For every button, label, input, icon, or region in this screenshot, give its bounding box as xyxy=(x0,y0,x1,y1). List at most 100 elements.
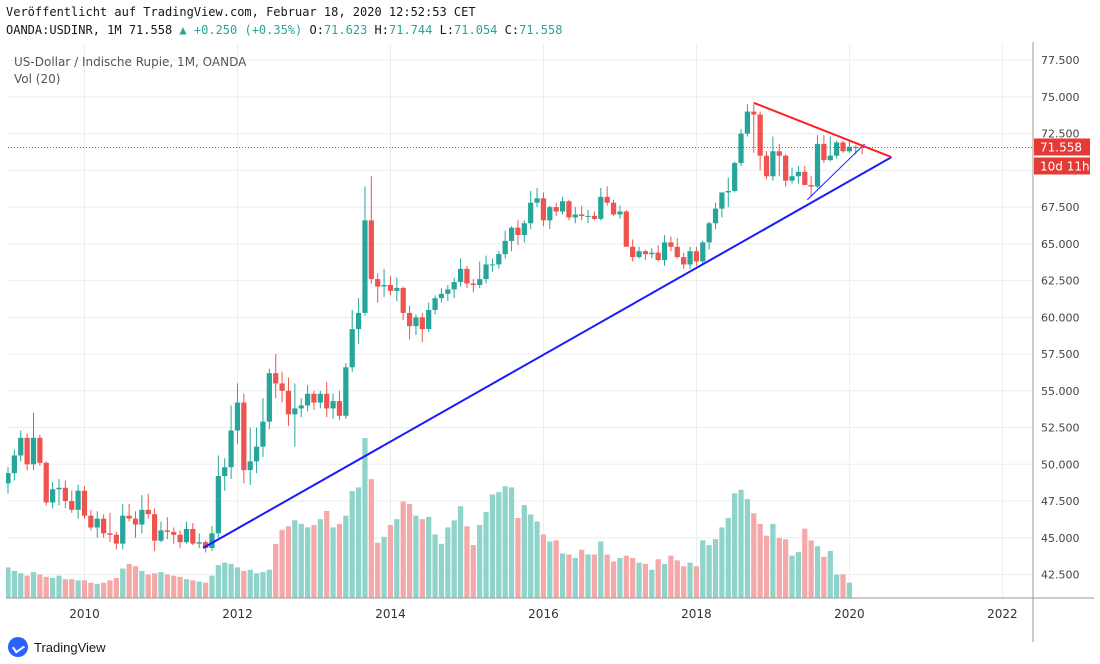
candlestick-chart[interactable]: 42.500 45.000 47.500 50.000 52.500 55.000 57.5… xyxy=(5,42,1094,642)
candle-body xyxy=(540,198,547,221)
candle-body xyxy=(419,317,425,330)
candle-body xyxy=(215,476,221,534)
volume-bar xyxy=(88,582,94,598)
volume-bar xyxy=(171,575,177,598)
candle-body xyxy=(355,312,362,330)
volume-bar xyxy=(681,566,687,598)
candle-body xyxy=(266,373,272,422)
candle-body xyxy=(732,163,738,191)
candle-body xyxy=(783,155,789,181)
candle-body xyxy=(400,287,406,313)
volume-bar xyxy=(451,520,457,598)
volume-bar xyxy=(502,486,508,598)
trendlines[interactable] xyxy=(202,101,892,549)
volume-bar xyxy=(534,521,540,598)
open-value: 71.623 xyxy=(323,23,368,37)
volume-bar xyxy=(183,579,190,598)
candle-body xyxy=(18,437,24,456)
y-tick-label: 55.000 xyxy=(1041,385,1080,398)
candle-body xyxy=(56,487,62,490)
candles xyxy=(5,104,865,553)
volume-bar xyxy=(661,563,668,598)
candle-body xyxy=(151,514,158,541)
candle-body xyxy=(846,146,852,152)
candle-body xyxy=(177,534,183,543)
last-price: 71.558 xyxy=(128,23,173,37)
candle-body xyxy=(336,401,343,416)
footer-brand[interactable]: TradingView xyxy=(8,636,106,658)
volume-bar xyxy=(770,523,776,598)
chart-area[interactable]: 42.500 45.000 47.500 50.000 52.500 55.000 57.5… xyxy=(5,42,1094,642)
volume-bar xyxy=(362,438,368,598)
legend-volume: Vol (20) xyxy=(14,72,60,86)
volume-bar xyxy=(5,567,11,598)
volume-bar xyxy=(50,578,56,598)
candle-body xyxy=(457,268,464,283)
volume-bar xyxy=(528,514,534,598)
candle-body xyxy=(406,312,413,327)
y-tick-label: 60.000 xyxy=(1041,311,1080,324)
axes: 42.500 45.000 47.500 50.000 52.500 55.000 57.5… xyxy=(6,42,1094,642)
volume-bar xyxy=(343,515,349,598)
candle-body xyxy=(496,254,502,265)
candle-body xyxy=(120,515,126,544)
candle-body xyxy=(247,461,253,471)
candle-body xyxy=(483,264,489,280)
candle-body xyxy=(821,143,827,161)
candle-body xyxy=(859,146,865,148)
candle-body xyxy=(751,111,757,115)
volume-bar xyxy=(381,536,387,598)
candle-body xyxy=(559,201,566,212)
volume-bar xyxy=(336,523,343,598)
candle-body xyxy=(88,515,94,528)
volume-bar xyxy=(426,516,432,598)
candle-body xyxy=(572,214,578,218)
price-tag-bg xyxy=(1034,138,1090,156)
candle-body xyxy=(298,405,304,409)
candle-body xyxy=(222,467,228,477)
candle-body xyxy=(464,268,470,284)
candle-body xyxy=(706,223,712,243)
candle-body xyxy=(375,279,381,287)
candle-body xyxy=(687,251,693,265)
volume-bar xyxy=(610,561,617,598)
candle-body xyxy=(368,220,374,280)
price-tag-label: 71.558 xyxy=(1040,140,1082,154)
volume-bar xyxy=(75,580,81,598)
high-label: H: xyxy=(374,23,389,37)
volume-bar xyxy=(655,559,661,598)
candle-body xyxy=(636,251,642,258)
candle-body xyxy=(470,283,476,285)
symbol-label[interactable]: OANDA:USDINR, 1M xyxy=(6,23,122,37)
candle-body xyxy=(502,240,508,255)
volume-bar xyxy=(834,574,840,598)
candle-body xyxy=(451,282,457,290)
volume-bar xyxy=(100,582,107,598)
candle-body xyxy=(566,201,572,218)
candle-body xyxy=(604,196,610,203)
candle-body xyxy=(94,518,100,528)
volume-bar xyxy=(139,570,145,598)
volume-bar xyxy=(279,529,285,598)
candle-body xyxy=(158,530,164,541)
volume-bar xyxy=(470,545,476,598)
volume-bar xyxy=(253,573,260,598)
candle-body xyxy=(30,437,37,465)
volume-bar xyxy=(757,523,763,598)
countdown-tag-bg xyxy=(1034,157,1090,175)
candle-body xyxy=(534,198,540,203)
candle-body xyxy=(324,393,330,409)
x-tick-label: 2012 xyxy=(222,607,253,621)
volume-bar xyxy=(132,566,139,598)
volume-bar xyxy=(751,513,757,598)
volume-bar xyxy=(266,569,272,598)
close-value: 71.558 xyxy=(519,23,563,37)
candle-body xyxy=(362,220,368,313)
candle-body xyxy=(113,534,119,544)
volume-bar xyxy=(234,567,241,598)
countdown-tag-label: 10d 11h xyxy=(1040,159,1090,173)
x-tick-label: 2014 xyxy=(375,607,406,621)
candle-body xyxy=(317,393,323,403)
candle-body xyxy=(700,242,706,262)
volume-bar xyxy=(113,578,119,598)
